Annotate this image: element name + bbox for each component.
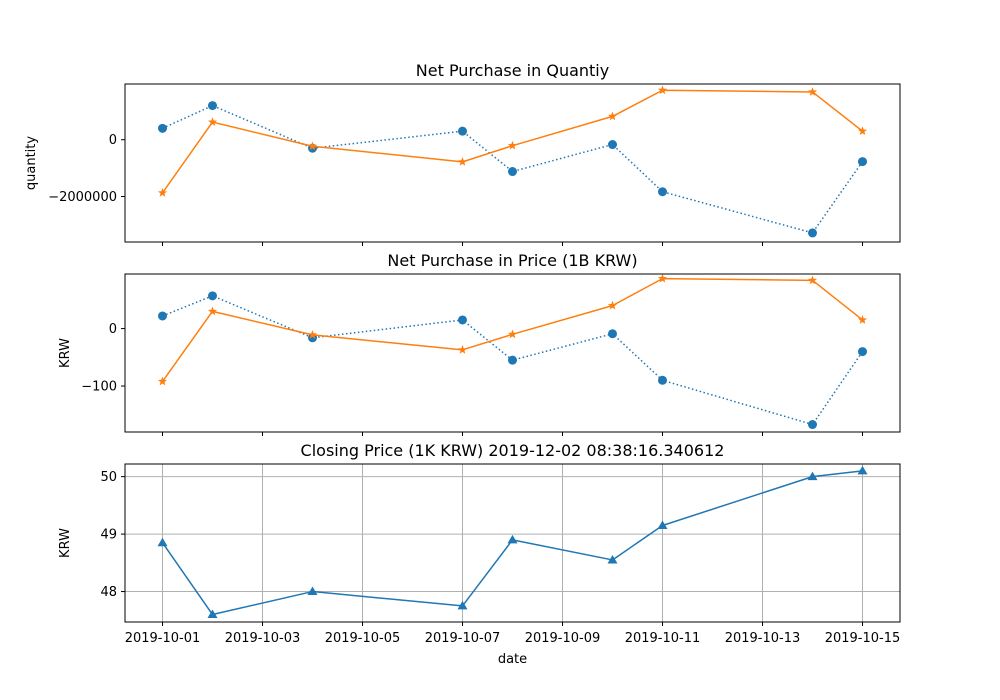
data-point [807,87,818,96]
data-point [858,157,867,167]
data-point [857,126,868,136]
subplot-title: Net Purchase in Price (1B KRW) [387,251,637,270]
data-point [458,126,467,136]
data-point [807,471,818,481]
data-point [158,123,167,133]
y-tick-label: 50 [100,470,117,485]
data-point [507,534,518,544]
y-axis-label: KRW [58,338,73,368]
x-tick-label: 2019-10-11 [625,631,701,646]
data-point [607,111,618,121]
data-point [608,329,617,339]
x-tick-label: 2019-10-07 [425,631,501,646]
y-axis-label: KRW [58,528,73,558]
data-point [157,188,168,197]
y-axis-label: quantity [24,136,39,191]
data-point [157,376,168,386]
subplot-1: Net Purchase in Quantiy 0 −2000000 quantity [24,61,901,246]
data-point [307,330,318,339]
y-tick-label: 0 [109,322,117,337]
subplot-3: Closing Price (1K KRW) 2019-12-02 08:38:… [58,441,901,667]
data-point [608,140,617,150]
data-point [607,300,618,310]
data-point [307,586,318,596]
data-point [208,101,217,111]
data-point [808,228,817,238]
data-point [457,345,468,354]
data-point [658,375,667,385]
subplot-title: Closing Price (1K KRW) 2019-12-02 08:38:… [301,441,725,460]
data-point [658,187,667,197]
data-point [858,347,867,357]
data-point [808,420,817,430]
subplot-title: Net Purchase in Quantiy [416,61,609,80]
y-tick-label: −100 [81,380,117,395]
data-point [208,291,217,301]
x-tick-label: 2019-10-03 [225,631,301,646]
x-tick-label: 2019-10-13 [725,631,801,646]
data-point [158,311,167,321]
data-point [657,273,668,283]
x-tick-label: 2019-10-15 [825,631,901,646]
y-tick-label: 49 [100,528,117,543]
data-point [458,315,467,325]
data-point [457,157,468,166]
data-point [657,520,668,529]
data-point [207,609,218,619]
x-tick-label: 2019-10-05 [325,631,401,646]
y-tick-label: 48 [100,585,117,600]
y-tick-label: 0 [109,133,117,148]
x-axis-label: date [498,652,527,667]
data-point [857,465,868,475]
data-point [457,600,468,610]
data-point [157,537,168,547]
data-point [807,275,818,285]
data-point [508,355,517,365]
axes-frame [124,463,901,623]
data-point [207,306,218,316]
x-tick-label: 2019-10-01 [125,631,201,646]
axes-frame [124,273,901,433]
data-point [657,85,668,95]
y-tick-label: −2000000 [48,190,117,205]
axes-frame [124,83,901,243]
data-point [507,329,518,339]
data-point [857,315,868,324]
data-point [307,141,318,151]
data-point [207,117,218,126]
data-point [607,554,618,564]
x-tick-label: 2019-10-09 [525,631,601,646]
subplot-2: Net Purchase in Price (1B KRW) 0 −100 KRW [58,251,901,436]
data-point [508,167,517,177]
data-point [507,140,518,150]
